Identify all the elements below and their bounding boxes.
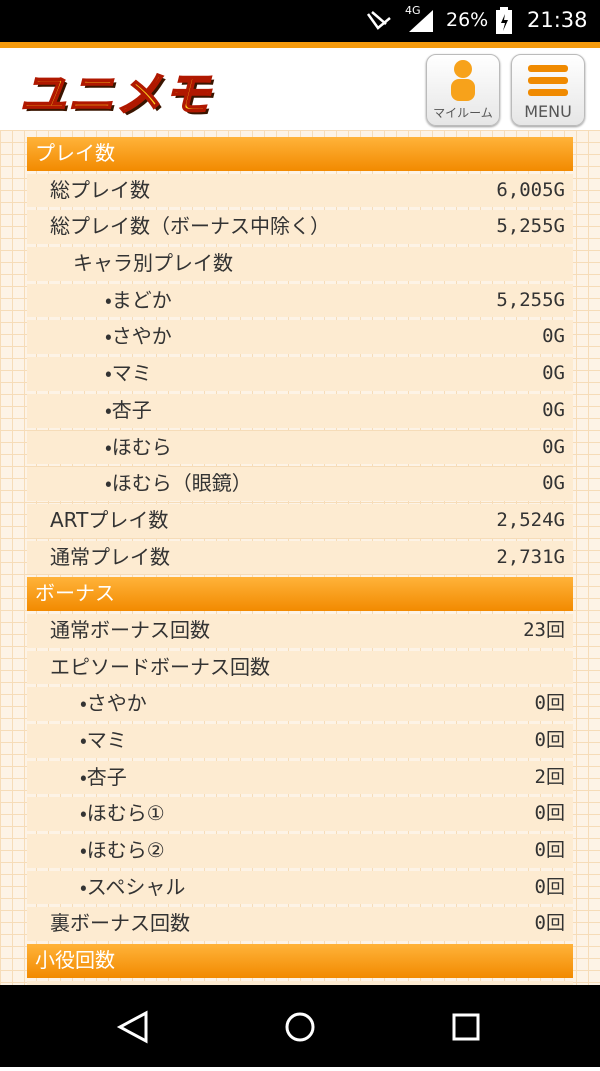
stat-label: 裏ボーナス回数 — [50, 911, 190, 936]
home-button[interactable] — [285, 1012, 315, 1042]
stat-label: キャラ別プレイ数 — [73, 251, 233, 276]
site-header: ユニメモ マイルーム MENU — [0, 48, 600, 130]
stat-row: ・ほむら② 0回 — [27, 834, 573, 868]
stat-value: 0G — [542, 398, 565, 421]
section-title: ボーナス — [35, 581, 115, 606]
stat-value: 5,255G — [496, 288, 565, 311]
stat-label: 通常ボーナス回数 — [50, 617, 210, 642]
back-button[interactable] — [116, 1010, 148, 1044]
cast-icon — [366, 11, 391, 30]
menu-icon — [528, 65, 568, 96]
content: プレイ数総プレイ数 6,005G 総プレイ数（ボーナス中除く） 5,255G キャラ別プ… — [0, 130, 600, 985]
stat-value: 0G — [542, 362, 565, 385]
stat-row — [27, 980, 573, 985]
section-title: 小役回数 — [35, 948, 115, 973]
section-title: プレイ数 — [35, 141, 115, 165]
stat-row: ・マミ 0G — [27, 357, 573, 391]
stat-row: ・さやか 0G — [27, 320, 573, 355]
stat-value: 0回 — [534, 692, 565, 715]
menu-label: MENU — [524, 102, 572, 121]
section-header: プレイ数 — [27, 137, 573, 171]
battery-icon — [496, 7, 512, 34]
stat-value: 6,005G — [496, 178, 565, 201]
stat-label: ・杏子 — [80, 764, 127, 789]
stat-label: ・ほむら② — [80, 838, 165, 863]
network-type: 4G — [405, 4, 421, 17]
stat-value: 0回 — [534, 912, 565, 935]
status-bar: 4G 26% 21:38 — [0, 0, 600, 42]
stat-label: ・さやか — [80, 691, 147, 716]
stat-label: ・マミ — [80, 728, 127, 752]
nav-buttons — [116, 1010, 480, 1044]
stat-label: ・杏子 — [105, 397, 152, 422]
stat-label: ・ほむら① — [80, 801, 165, 826]
logo[interactable]: ユニメモ — [19, 66, 212, 122]
stat-label: 通常プレイ数 — [50, 544, 170, 569]
stats-table: プレイ数総プレイ数 6,005G 総プレイ数（ボーナス中除く） 5,255G キャラ別プ… — [27, 137, 573, 985]
stat-value: 0回 — [534, 729, 565, 751]
stat-label: ARTプレイ数 — [50, 507, 169, 532]
menu-button[interactable]: MENU — [511, 54, 585, 126]
nav-bar — [0, 985, 600, 1067]
my-room-label: マイルーム — [433, 106, 493, 120]
stat-value: 2,524G — [496, 508, 565, 531]
stat-row: ・まどか 5,255G — [27, 283, 573, 318]
stat-label: ・まどか — [105, 287, 172, 312]
recents-button[interactable] — [452, 1013, 480, 1041]
stat-label: エピソードボーナス回数 — [50, 654, 270, 679]
stat-row: エピソードボーナス回数 — [27, 650, 573, 685]
stat-value: 0G — [542, 435, 565, 458]
clock: 21:38 — [527, 8, 588, 32]
stat-row: ・ほむら① 0回 — [27, 797, 573, 832]
stat-row: 総プレイ数（ボーナス中除く） 5,255G — [27, 210, 573, 245]
stat-value: 0回 — [534, 875, 565, 898]
stat-label: ・マミ — [105, 361, 152, 386]
stat-value: 2,731G — [496, 545, 565, 568]
stat-label: 総プレイ数 — [50, 177, 150, 202]
stat-row: ・杏子 2回 — [27, 760, 573, 795]
stat-row: ARTプレイ数 2,524G — [27, 503, 573, 538]
stat-row: 通常プレイ数 2,731G — [27, 540, 573, 575]
stat-label: ・スペシャル — [80, 874, 186, 899]
stat-value: 0G — [542, 472, 565, 495]
stat-row: ・さやか 0回 — [27, 687, 573, 721]
stat-value: 23回 — [523, 618, 565, 641]
stat-row: 総プレイ数 6,005G — [27, 173, 573, 208]
stat-row: キャラ別プレイ数 — [27, 247, 573, 281]
battery-percent: 26% — [446, 9, 489, 31]
my-room-button[interactable]: マイルーム — [426, 54, 500, 126]
stat-row: 通常ボーナス回数 23回 — [27, 613, 573, 648]
person-icon — [451, 60, 475, 101]
stat-label: 総プレイ数（ボーナス中除く） — [50, 214, 330, 239]
stat-value: 0回 — [534, 802, 565, 825]
stat-label: ・ほむら — [105, 434, 172, 459]
stat-value: 5,255G — [496, 215, 565, 238]
stat-row: ・スペシャル 0回 — [27, 870, 573, 905]
stat-label: ・ほむら（眼鏡） — [105, 471, 252, 496]
signal-icon — [409, 10, 433, 32]
stat-row: ・ほむら（眼鏡） 0G — [27, 467, 573, 501]
stat-row: ・杏子 0G — [27, 393, 573, 428]
stat-value: 0回 — [534, 839, 565, 862]
section-header: ボーナス — [27, 577, 573, 611]
stat-label: ・さやか — [105, 324, 172, 349]
stat-value: 0G — [542, 325, 565, 348]
header-accent — [0, 42, 600, 48]
stat-row: ・マミ 0回 — [27, 724, 573, 758]
section-header: 小役回数 — [27, 944, 573, 978]
stat-row: ・ほむら 0G — [27, 430, 573, 465]
stat-row: 裏ボーナス回数 0回 — [27, 907, 573, 942]
stat-value: 2回 — [534, 765, 565, 788]
